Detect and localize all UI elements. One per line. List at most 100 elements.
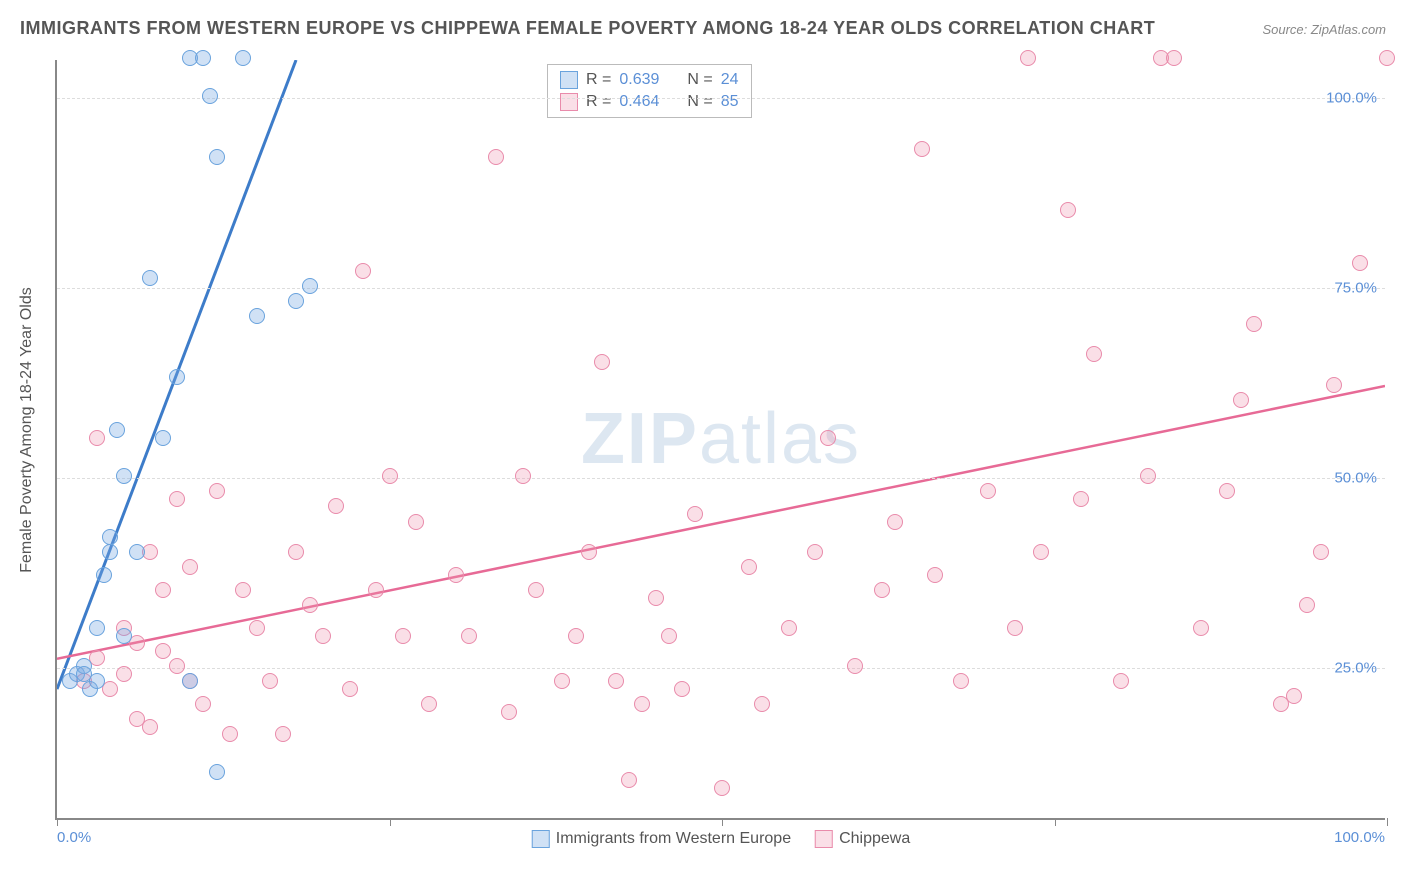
gridline [57, 668, 1385, 669]
r-label: R = [586, 71, 611, 89]
scatter-point-pink [169, 491, 185, 507]
scatter-point-pink [288, 544, 304, 560]
r-label: R = [586, 93, 611, 111]
watermark-bold: ZIP [581, 399, 699, 479]
scatter-point-pink [368, 582, 384, 598]
scatter-point-pink [1299, 597, 1315, 613]
scatter-point-pink [328, 498, 344, 514]
scatter-point-blue [195, 50, 211, 66]
gridline [57, 288, 1385, 289]
scatter-point-pink [408, 514, 424, 530]
scatter-point-pink [1020, 50, 1036, 66]
scatter-point-blue [96, 567, 112, 583]
scatter-point-pink [807, 544, 823, 560]
scatter-point-blue [102, 544, 118, 560]
scatter-point-pink [395, 628, 411, 644]
stats-row-pink: R = 0.464 N = 85 [560, 91, 739, 113]
scatter-point-pink [89, 430, 105, 446]
scatter-point-pink [488, 149, 504, 165]
scatter-point-pink [1233, 392, 1249, 408]
scatter-point-pink [648, 590, 664, 606]
scatter-point-pink [1033, 544, 1049, 560]
source-label: Source: ZipAtlas.com [1262, 22, 1386, 37]
scatter-point-pink [714, 780, 730, 796]
scatter-point-pink [741, 559, 757, 575]
scatter-point-blue [109, 422, 125, 438]
scatter-point-blue [89, 673, 105, 689]
scatter-point-pink [302, 597, 318, 613]
scatter-point-pink [634, 696, 650, 712]
watermark: ZIPatlas [581, 398, 861, 480]
scatter-point-pink [1313, 544, 1329, 560]
scatter-point-blue [249, 308, 265, 324]
scatter-point-pink [116, 666, 132, 682]
scatter-point-pink [1379, 50, 1395, 66]
scatter-point-pink [980, 483, 996, 499]
scatter-point-pink [661, 628, 677, 644]
x-axis-start-label: 0.0% [57, 829, 91, 846]
scatter-point-blue [89, 620, 105, 636]
scatter-point-pink [820, 430, 836, 446]
swatch-blue [560, 71, 578, 89]
scatter-point-pink [1193, 620, 1209, 636]
scatter-point-pink [1352, 255, 1368, 271]
scatter-point-blue [116, 468, 132, 484]
scatter-point-blue [155, 430, 171, 446]
scatter-point-blue [302, 278, 318, 294]
scatter-point-pink [781, 620, 797, 636]
scatter-point-pink [515, 468, 531, 484]
scatter-point-pink [754, 696, 770, 712]
scatter-point-pink [914, 141, 930, 157]
scatter-point-blue [102, 529, 118, 545]
scatter-point-blue [169, 369, 185, 385]
scatter-point-pink [342, 681, 358, 697]
scatter-point-pink [528, 582, 544, 598]
scatter-point-pink [169, 658, 185, 674]
scatter-point-blue [182, 673, 198, 689]
n-value-pink: 85 [721, 93, 739, 111]
scatter-point-pink [1140, 468, 1156, 484]
scatter-point-pink [382, 468, 398, 484]
scatter-point-pink [501, 704, 517, 720]
scatter-point-pink [1166, 50, 1182, 66]
scatter-point-blue [209, 149, 225, 165]
scatter-point-pink [594, 354, 610, 370]
y-tick-label: 75.0% [1334, 280, 1377, 297]
scatter-point-pink [847, 658, 863, 674]
y-tick-label: 100.0% [1326, 90, 1377, 107]
scatter-point-pink [621, 772, 637, 788]
scatter-point-pink [581, 544, 597, 560]
scatter-point-pink [142, 719, 158, 735]
scatter-point-pink [315, 628, 331, 644]
legend-item-blue: Immigrants from Western Europe [532, 830, 791, 848]
scatter-point-pink [1113, 673, 1129, 689]
scatter-point-blue [142, 270, 158, 286]
legend-swatch-blue [532, 830, 550, 848]
scatter-point-pink [1219, 483, 1235, 499]
correlation-stats-box: R = 0.639 N = 24 R = 0.464 N = 85 [547, 64, 752, 118]
scatter-point-blue [116, 628, 132, 644]
scatter-point-pink [687, 506, 703, 522]
r-value-blue: 0.639 [619, 71, 659, 89]
scatter-point-pink [262, 673, 278, 689]
scatter-point-pink [222, 726, 238, 742]
watermark-rest: atlas [699, 399, 861, 479]
scatter-point-blue [209, 764, 225, 780]
scatter-point-pink [275, 726, 291, 742]
y-tick-label: 50.0% [1334, 470, 1377, 487]
scatter-point-pink [155, 643, 171, 659]
gridline [57, 98, 1385, 99]
scatter-point-pink [448, 567, 464, 583]
scatter-point-pink [421, 696, 437, 712]
scatter-point-blue [129, 544, 145, 560]
scatter-point-pink [461, 628, 477, 644]
scatter-point-pink [155, 582, 171, 598]
scatter-point-pink [887, 514, 903, 530]
scatter-point-pink [1007, 620, 1023, 636]
scatter-point-pink [249, 620, 265, 636]
plot-area: ZIPatlas R = 0.639 N = 24 R = 0.464 N = … [55, 60, 1385, 820]
x-tick [722, 818, 723, 826]
scatter-point-pink [927, 567, 943, 583]
scatter-point-pink [1246, 316, 1262, 332]
scatter-point-pink [209, 483, 225, 499]
